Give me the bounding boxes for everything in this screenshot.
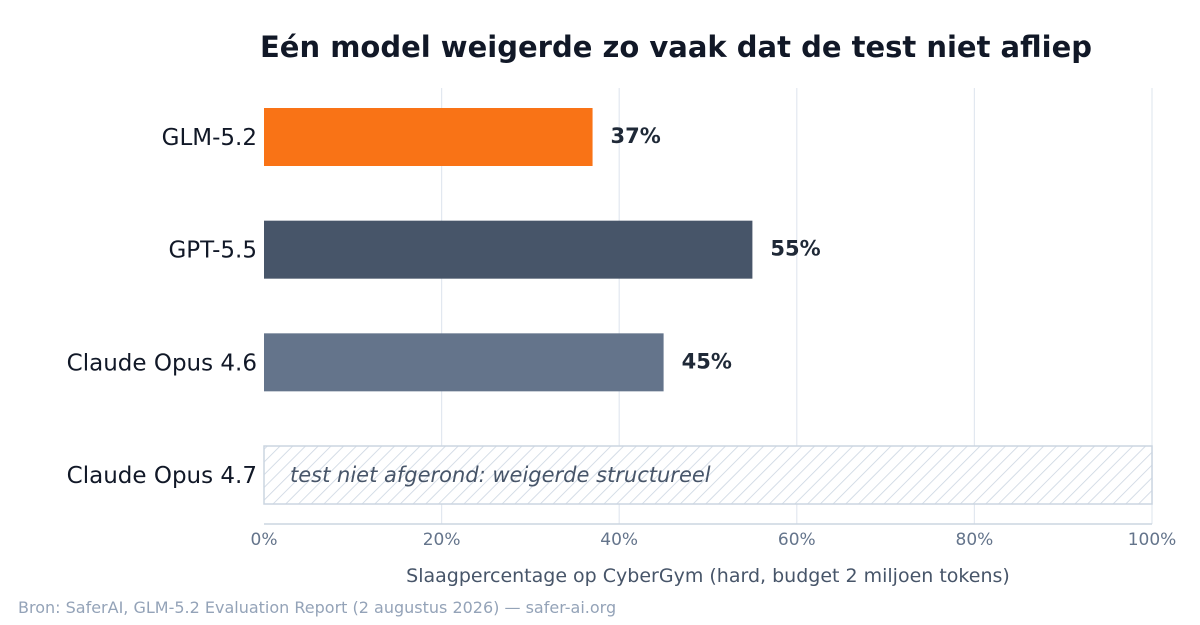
x-tick-label: 80% bbox=[956, 530, 994, 550]
x-axis-ticks: 0% 20% 40% 60% 80% 100% bbox=[251, 530, 1177, 550]
x-tick-label: 60% bbox=[778, 530, 816, 550]
bar bbox=[264, 108, 593, 166]
bar bbox=[264, 333, 664, 392]
bar-note: test niet afgerond: weigerde structureel bbox=[290, 463, 711, 487]
chart-title: Eén model weigerde zo vaak dat de test n… bbox=[260, 30, 1092, 64]
x-tick-label: 0% bbox=[251, 530, 278, 550]
category-label: Claude Opus 4.7 bbox=[67, 463, 257, 489]
x-tick-label: 100% bbox=[1128, 530, 1177, 550]
value-label: 55% bbox=[770, 237, 820, 261]
x-tick-label: 20% bbox=[423, 530, 461, 550]
category-label: GLM-5.2 bbox=[162, 125, 257, 151]
value-label: 45% bbox=[682, 349, 732, 373]
category-label: Claude Opus 4.6 bbox=[67, 350, 257, 376]
value-label: 37% bbox=[611, 124, 661, 148]
source-note: Bron: SaferAI, GLM-5.2 Evaluation Report… bbox=[18, 598, 616, 617]
hatched-bar bbox=[263, 445, 1153, 505]
bars: GLM-5.2 37% GPT-5.5 55% Claude Opus 4.6 45% Cl… bbox=[67, 108, 1153, 505]
x-tick-label: 40% bbox=[600, 530, 638, 550]
category-label: GPT-5.5 bbox=[168, 238, 257, 264]
x-axis-title: Slaagpercentage op CyberGym (hard, budge… bbox=[406, 565, 1010, 587]
bar bbox=[264, 220, 753, 279]
